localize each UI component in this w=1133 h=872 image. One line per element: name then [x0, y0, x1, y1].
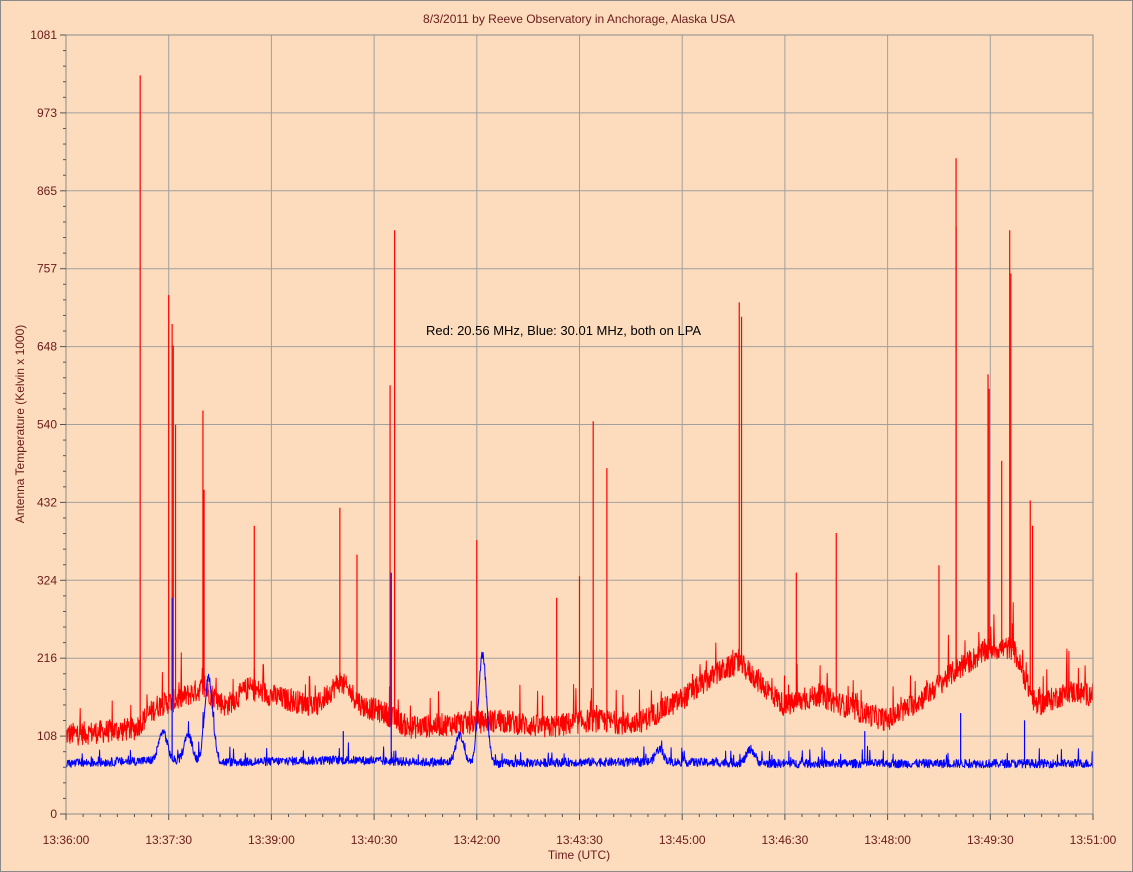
x-tick-label: 13:46:30 [762, 833, 809, 847]
x-axis-title: Time (UTC) [548, 848, 610, 862]
y-tick-label: 216 [37, 651, 57, 665]
series-line-blue [65, 651, 1094, 769]
chart-title: 8/3/2011 by Reeve Observatory in Anchora… [423, 12, 735, 26]
y-tick-label: 432 [37, 495, 57, 509]
x-tick-label: 13:43:30 [556, 833, 603, 847]
y-tick-label: 865 [37, 184, 57, 198]
x-tick-label: 13:49:30 [967, 833, 1014, 847]
y-tick-label: 757 [37, 262, 57, 276]
x-tick-label: 13:36:00 [43, 833, 90, 847]
y-tick-label: 324 [37, 573, 57, 587]
y-tick-label: 540 [37, 418, 57, 432]
y-tick-label: 1081 [30, 28, 57, 42]
plot-series [65, 75, 1094, 769]
x-tick-label: 13:42:00 [453, 833, 500, 847]
x-tick-label: 13:37:30 [145, 833, 192, 847]
x-tick-label: 13:51:00 [1070, 833, 1117, 847]
x-tick-label: 13:45:00 [659, 833, 706, 847]
y-axis: 0 108 216 324 432 540 648 757 865 973 1081 [30, 28, 66, 821]
x-axis: 13:36:00 13:37:30 13:39:00 13:40:30 13:42:00… [43, 814, 1117, 847]
y-axis-title: Antenna Temperature (Kelvin x 1000) [13, 325, 27, 524]
y-tick-label: 108 [37, 729, 57, 743]
x-tick-label: 13:48:00 [864, 833, 911, 847]
y-tick-label: 648 [37, 340, 57, 354]
y-tick-label: 0 [50, 807, 57, 821]
y-tick-label: 973 [37, 106, 57, 120]
series-annotation: Red: 20.56 MHz, Blue: 30.01 MHz, both on… [426, 323, 701, 338]
x-tick-label: 13:40:30 [351, 833, 398, 847]
x-tick-label: 13:39:00 [248, 833, 295, 847]
